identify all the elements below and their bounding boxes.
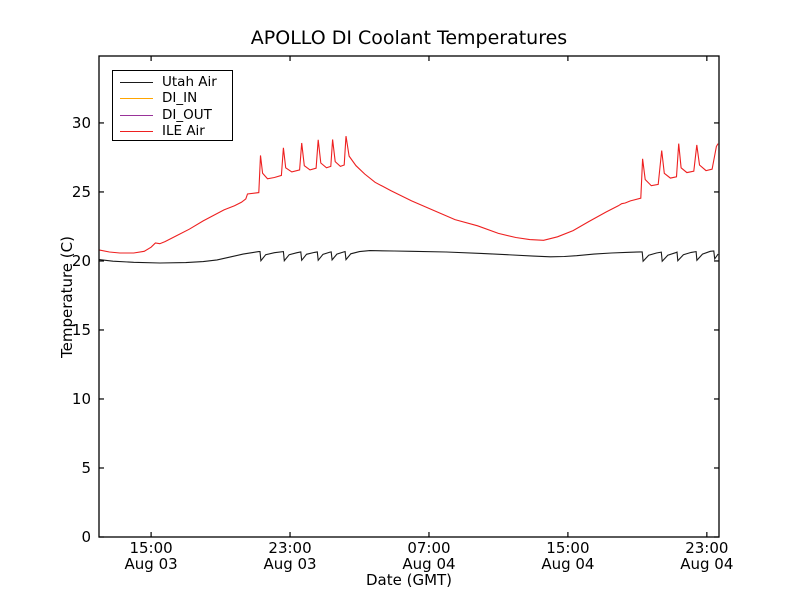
x-tick-label: 07:00 xyxy=(407,539,450,557)
x-tick-label-date: Aug 03 xyxy=(263,555,316,573)
legend-label: DI_OUT xyxy=(162,106,212,123)
legend-line-swatch-di-out xyxy=(120,114,153,116)
y-axis-label: Temperature (C) xyxy=(58,236,76,358)
y-tick-label: 0 xyxy=(81,528,91,546)
legend-label: Utah Air xyxy=(162,73,217,90)
chart-title: APOLLO DI Coolant Temperatures xyxy=(250,27,568,49)
legend-row-ile-air: ILE Air xyxy=(113,124,232,141)
x-tick-label-date: Aug 04 xyxy=(680,555,733,573)
y-tick-label: 10 xyxy=(72,390,91,408)
legend: Utah Air DI_IN DI_OUT ILE Air xyxy=(112,70,233,141)
x-tick-label: 23:00 xyxy=(685,539,728,557)
x-axis-label: Date (GMT) xyxy=(365,571,453,589)
y-tick-label: 30 xyxy=(72,114,91,132)
series-line-ile-air xyxy=(98,136,719,254)
x-tick-label: 15:00 xyxy=(129,539,172,557)
legend-row-di-in: DI_IN xyxy=(113,91,232,108)
legend-line-swatch-di-in xyxy=(120,98,153,100)
legend-row-utah-air: Utah Air xyxy=(113,74,232,91)
y-tick-label: 15 xyxy=(72,321,91,339)
y-tick-label: 5 xyxy=(81,459,91,477)
legend-row-di-out: DI_OUT xyxy=(113,107,232,124)
legend-line-swatch-ile-air xyxy=(120,131,153,133)
x-tick-label-date: Aug 04 xyxy=(402,555,455,573)
x-tick-label: 23:00 xyxy=(268,539,311,557)
x-tick-label-date: Aug 04 xyxy=(541,555,594,573)
x-tick-label-date: Aug 03 xyxy=(125,555,178,573)
x-tick-label: 15:00 xyxy=(546,539,589,557)
legend-label: ILE Air xyxy=(162,123,205,140)
y-tick-label: 25 xyxy=(72,183,91,201)
series-line-utah-air xyxy=(98,250,719,264)
y-tick-label: 20 xyxy=(72,252,91,270)
legend-line-swatch-utah-air xyxy=(120,81,153,83)
legend-label: DI_IN xyxy=(162,90,198,107)
axes-frame xyxy=(98,55,720,538)
